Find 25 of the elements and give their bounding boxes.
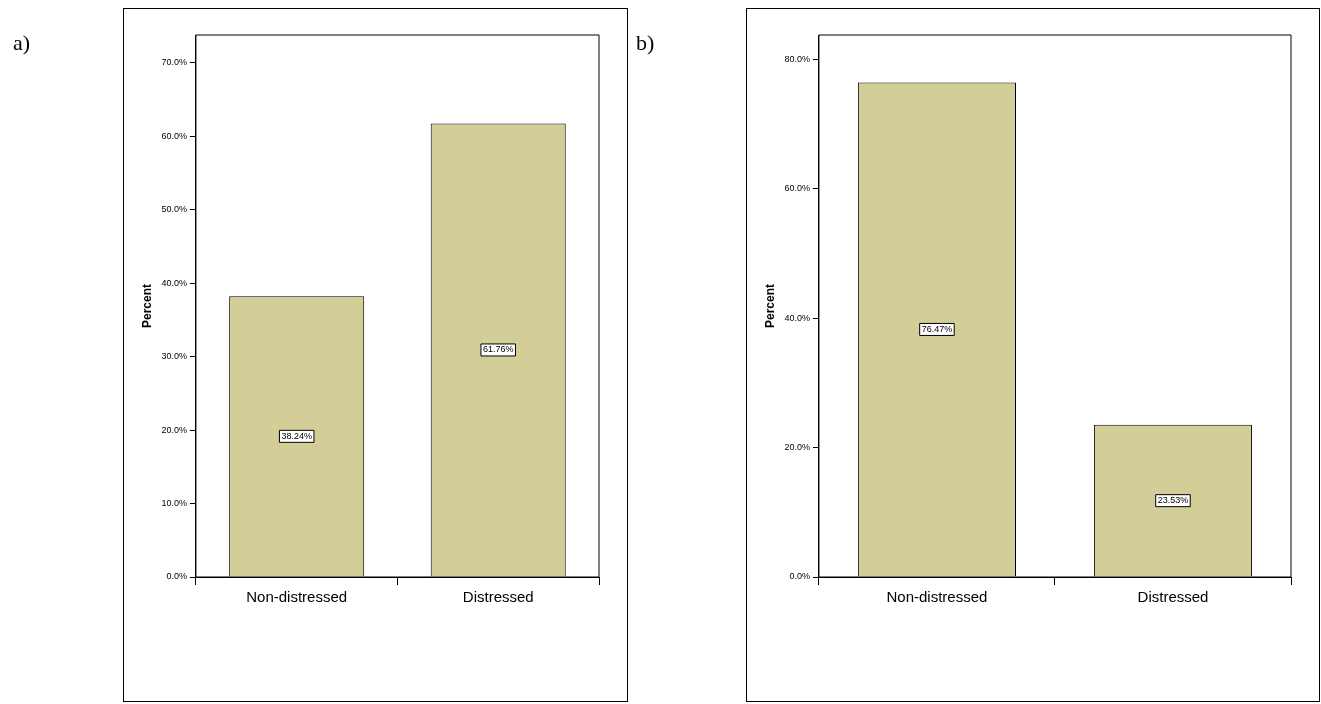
y-tick-label: 0.0% bbox=[166, 571, 187, 582]
y-tick-label: 60.0% bbox=[784, 183, 810, 194]
data-label: 61.76% bbox=[482, 344, 514, 355]
x-tick-label: Distressed bbox=[1137, 588, 1209, 606]
y-tick-label: 20.0% bbox=[784, 442, 810, 453]
data-label: 76.47% bbox=[921, 323, 953, 334]
chart-title: b) bbox=[636, 30, 655, 56]
y-tick-label: 80.0% bbox=[784, 54, 810, 65]
data-label: 23.53% bbox=[1157, 495, 1189, 506]
data-label: 38.24% bbox=[281, 430, 312, 441]
y-tick-label: 60.0% bbox=[161, 130, 187, 141]
y-tick-label: 20.0% bbox=[161, 424, 187, 435]
y-tick-label: 30.0% bbox=[161, 351, 187, 362]
y-tick-label: 10.0% bbox=[161, 498, 187, 509]
y-axis-title: Percent bbox=[762, 283, 777, 329]
y-tick-label: 70.0% bbox=[161, 57, 187, 68]
y-tick-label: 0.0% bbox=[789, 571, 810, 582]
y-tick-label: 40.0% bbox=[784, 312, 810, 323]
x-tick-label: Non-distressed bbox=[886, 588, 988, 606]
y-tick-label: 40.0% bbox=[161, 277, 187, 288]
x-tick-label: Non-distressed bbox=[246, 588, 348, 606]
x-tick-label: Distressed bbox=[462, 588, 534, 606]
chart-title: a) bbox=[13, 30, 31, 56]
y-axis-title: Percent bbox=[139, 283, 154, 329]
y-tick-label: 50.0% bbox=[161, 204, 187, 215]
